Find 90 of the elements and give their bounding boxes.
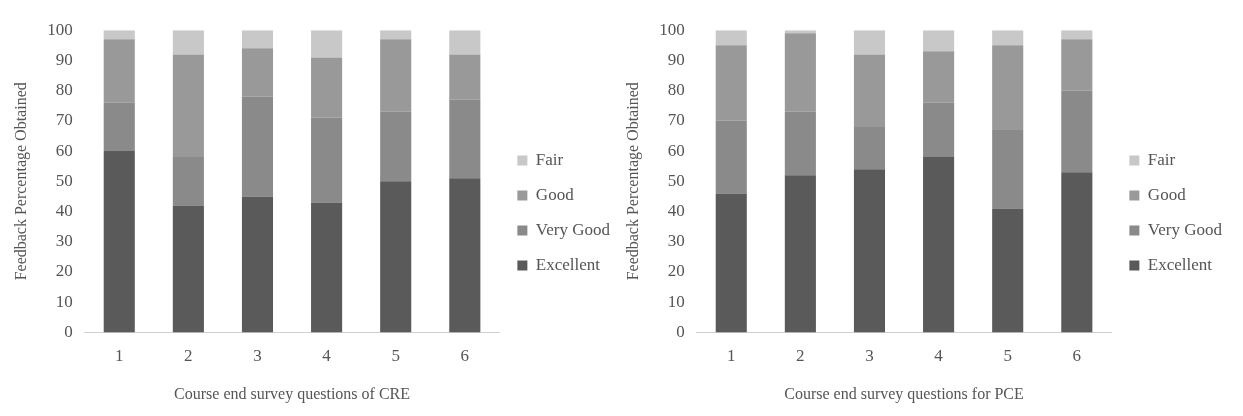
bar (784, 33, 816, 112)
legend-label: Very Good (1147, 219, 1223, 239)
bar (715, 193, 747, 333)
bar (853, 54, 886, 127)
legend-label: Excellent (1147, 254, 1213, 274)
bar (853, 126, 886, 170)
bar (103, 102, 135, 152)
x-tick-label: 1 (115, 346, 124, 366)
bar (449, 99, 481, 179)
y-tick-label: 80 (667, 80, 685, 100)
bar (241, 196, 274, 333)
bar (923, 157, 955, 333)
bar (311, 30, 343, 58)
y-tick-label: 90 (55, 49, 73, 69)
bar (172, 30, 204, 55)
x-axis-title: Course end survey questions of CRE (174, 384, 411, 403)
bar (380, 111, 412, 182)
legend-label: Fair (1147, 149, 1176, 169)
y-tick-label: 90 (667, 49, 685, 69)
bar (923, 102, 955, 158)
y-axis-title: Feedback Percentage Obtained (623, 82, 642, 281)
bar (311, 57, 343, 118)
y-tick-label: 100 (659, 19, 685, 39)
x-tick-label: 6 (460, 346, 470, 366)
x-tick-label: 5 (1003, 346, 1012, 366)
x-tick-label: 2 (184, 346, 193, 366)
y-tick-label: 30 (55, 231, 73, 251)
x-tick-label: 5 (391, 346, 400, 366)
bar (311, 202, 343, 333)
y-tick-label: 60 (667, 140, 685, 160)
bar (380, 39, 412, 112)
bar (992, 129, 1024, 209)
x-tick-label: 4 (322, 346, 332, 366)
y-tick-label: 40 (667, 200, 685, 220)
x-tick-label: 3 (253, 346, 262, 366)
x-tick-label: 2 (796, 346, 805, 366)
y-axis-title: Feedback Percentage Obtained (11, 82, 30, 281)
x-axis-title: Course end survey questions for PCE (784, 384, 1024, 403)
y-tick-label: 40 (55, 200, 73, 220)
bar (923, 51, 955, 103)
bar (715, 120, 747, 194)
bar (715, 45, 747, 121)
bar (172, 54, 204, 158)
y-tick-label: 50 (667, 170, 685, 190)
y-tick-label: 80 (55, 80, 73, 100)
y-tick-label: 20 (55, 261, 73, 281)
x-tick-label: 6 (1072, 346, 1082, 366)
bar (784, 175, 816, 333)
y-tick-label: 60 (55, 140, 73, 160)
y-tick-label: 0 (64, 321, 73, 341)
bar (1061, 39, 1093, 91)
bar (449, 30, 481, 55)
bar (172, 205, 204, 333)
bar (241, 96, 274, 197)
legend-label: Very Good (535, 219, 611, 239)
x-tick-label: 1 (727, 346, 736, 366)
bar (784, 111, 816, 176)
bar (103, 151, 135, 333)
y-tick-label: 10 (55, 291, 73, 311)
bar (1061, 172, 1093, 333)
bar (172, 157, 204, 206)
bar (992, 30, 1024, 46)
y-tick-label: 30 (667, 231, 685, 251)
legend-label: Good (535, 184, 575, 204)
legend-label: Excellent (535, 254, 601, 274)
bar (241, 48, 274, 97)
y-tick-label: 70 (667, 110, 685, 130)
bar (853, 169, 886, 333)
bar (241, 30, 274, 49)
y-tick-label: 50 (55, 170, 73, 190)
bar (1061, 90, 1093, 173)
y-tick-label: 70 (55, 110, 73, 130)
bar (103, 39, 135, 103)
y-tick-label: 0 (676, 321, 685, 341)
bar (380, 181, 412, 333)
x-tick-label: 4 (934, 346, 944, 366)
bar (923, 30, 955, 52)
bar (992, 45, 1024, 130)
x-tick-label: 3 (865, 346, 874, 366)
y-tick-label: 20 (667, 261, 685, 281)
bar (992, 208, 1024, 333)
bar (449, 54, 481, 100)
bar (311, 117, 343, 203)
y-tick-label: 10 (667, 291, 685, 311)
legend-label: Fair (535, 149, 564, 169)
legend-label: Good (1147, 184, 1187, 204)
bar (853, 30, 886, 55)
bar (449, 178, 481, 333)
y-tick-label: 100 (47, 19, 73, 39)
bar (715, 30, 747, 46)
